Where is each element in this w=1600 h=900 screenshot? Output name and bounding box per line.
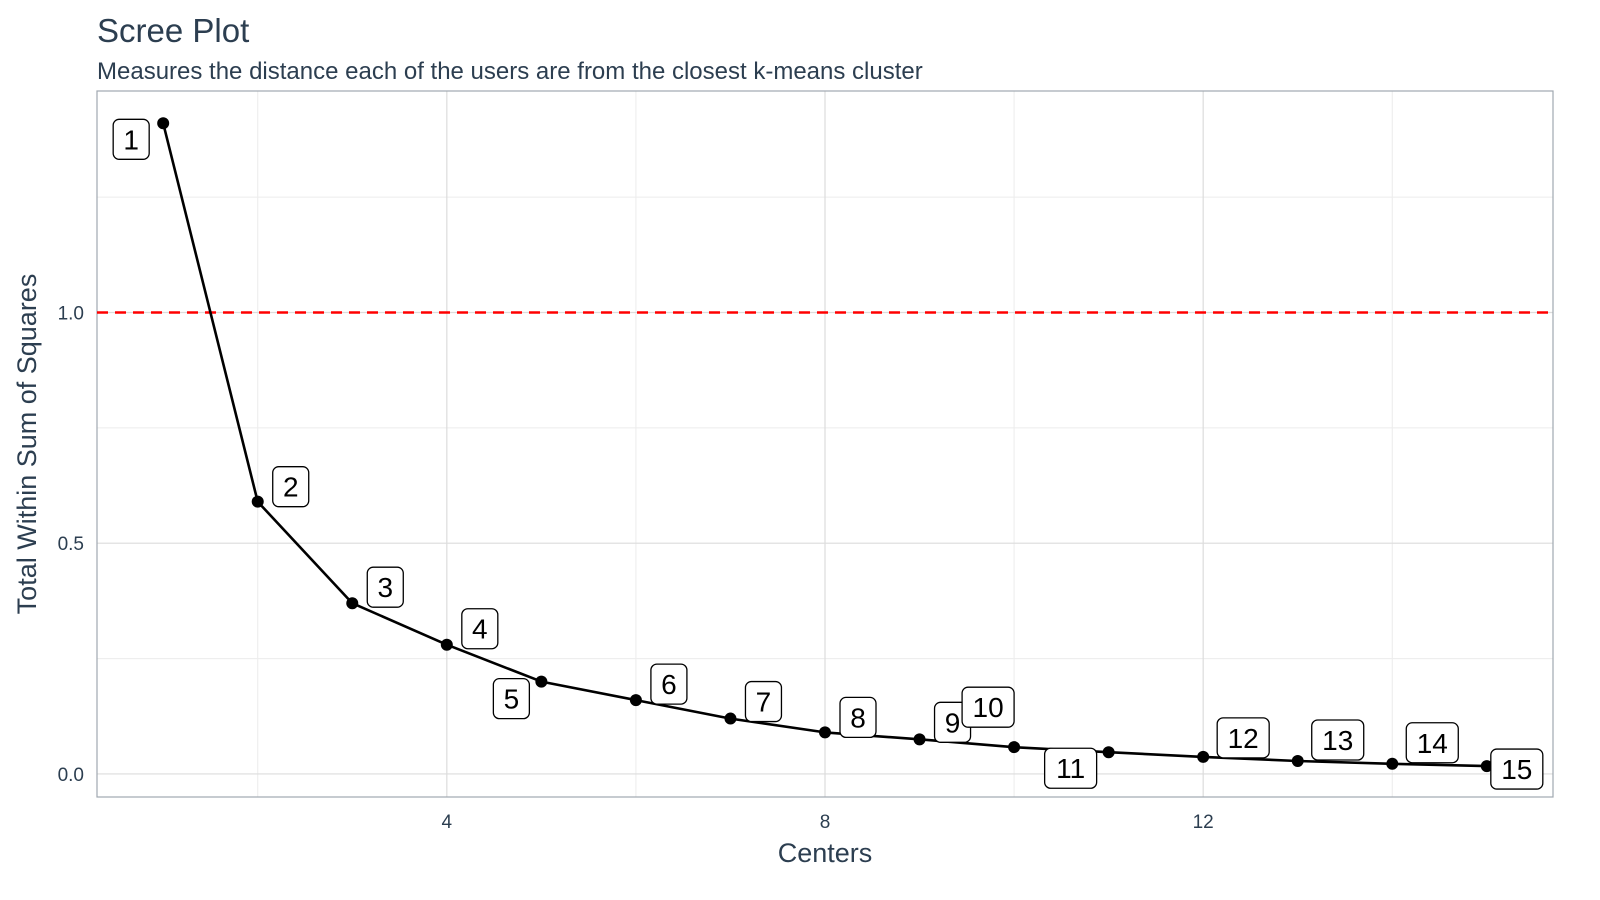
x-tick-label: 4 (442, 812, 453, 833)
point-label-box (1216, 717, 1270, 759)
point-label: 13 (1322, 725, 1353, 756)
point-label: 3 (377, 572, 393, 603)
point-label-box (272, 466, 310, 508)
data-point (913, 733, 926, 746)
y-tick-label: 0.0 (58, 765, 84, 786)
data-point (535, 675, 548, 688)
point-label: 10 (973, 692, 1004, 723)
plot-panel-border (96, 90, 1554, 798)
point-label: 12 (1228, 723, 1259, 754)
point-label: 1 (123, 124, 139, 155)
point-label: 14 (1417, 728, 1448, 759)
point-label: 7 (756, 687, 772, 718)
x-tick-label: 12 (1193, 812, 1214, 833)
point-label: 9 (945, 707, 961, 738)
point-label-box (1490, 748, 1544, 790)
data-point (629, 694, 642, 707)
data-point (251, 495, 264, 508)
point-label: 4 (472, 614, 488, 645)
chart-subtitle: Measures the distance each of the users … (97, 58, 923, 85)
data-point (346, 597, 359, 610)
data-point (1102, 746, 1115, 759)
data-point (157, 117, 170, 130)
point-label-box (744, 680, 783, 723)
point-label-box (839, 696, 877, 739)
point-label: 5 (504, 684, 520, 715)
y-tick-label: 0.5 (58, 534, 84, 555)
point-label: 2 (283, 472, 299, 503)
data-point (1386, 757, 1399, 770)
point-label-box (961, 686, 1015, 728)
y-axis-title: Total Within Sum of Squares (12, 274, 42, 615)
data-point (440, 638, 453, 651)
point-label-box (1311, 719, 1365, 761)
data-point (1008, 741, 1021, 754)
point-label: 6 (661, 669, 677, 700)
chart-title: Scree Plot (97, 12, 250, 49)
point-label-box (461, 608, 499, 650)
point-label: 15 (1501, 754, 1532, 785)
point-label: 11 (1056, 753, 1085, 784)
point-label-box (1405, 722, 1459, 764)
data-point (1197, 750, 1210, 763)
y-tick-label: 1.0 (58, 303, 84, 324)
point-label-box (1043, 747, 1098, 789)
point-label-box (492, 677, 531, 720)
data-point (1291, 755, 1304, 768)
point-label-box (366, 566, 404, 608)
point-label-box (650, 663, 688, 705)
data-point (819, 726, 831, 739)
x-tick-label: 8 (820, 812, 831, 833)
data-point (724, 712, 737, 725)
point-label: 8 (850, 702, 866, 733)
x-axis-title: Centers (778, 838, 873, 868)
data-point (1480, 760, 1493, 773)
point-label-box (112, 118, 150, 160)
